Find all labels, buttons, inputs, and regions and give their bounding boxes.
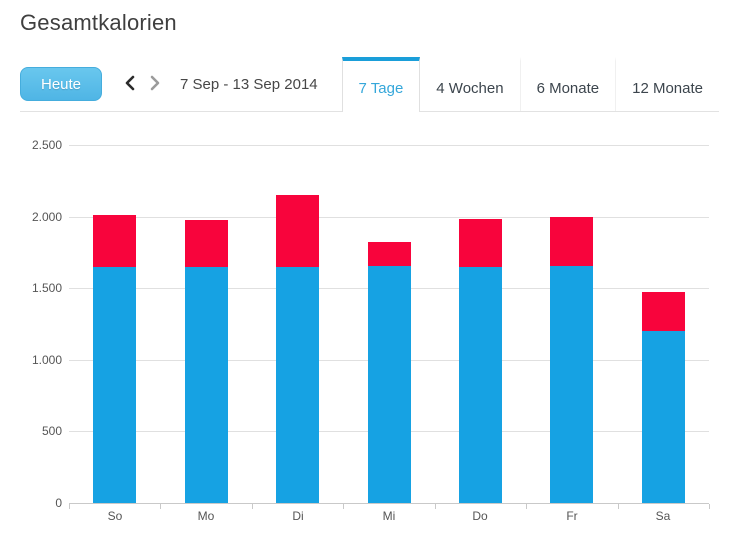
bar-group-sa[interactable]: [642, 292, 685, 503]
toolbar: Heute 7 Sep - 13 Sep 2014 7 Tage 4 Woche…: [20, 57, 719, 112]
gridline-2.000: [69, 216, 709, 218]
bar-segment-red[interactable]: [642, 292, 685, 331]
bar-segment-blue[interactable]: [459, 267, 502, 503]
bar-segment-blue[interactable]: [93, 267, 136, 503]
next-period-button[interactable]: [142, 69, 168, 99]
bar-segment-red[interactable]: [550, 217, 593, 266]
bar-segment-red[interactable]: [93, 215, 136, 267]
bar-segment-blue[interactable]: [550, 266, 593, 503]
bar-segment-red[interactable]: [459, 219, 502, 267]
chevron-right-icon: [150, 75, 161, 94]
bar-group-so[interactable]: [93, 215, 136, 503]
period-tabs: 7 Tage 4 Wochen 6 Monate 12 Monate: [341, 57, 719, 112]
x-axis-label: So: [107, 509, 123, 523]
chevron-left-icon: [124, 75, 135, 94]
date-navigation: Heute 7 Sep - 13 Sep 2014: [20, 57, 318, 111]
bar-segment-blue[interactable]: [185, 267, 228, 503]
bar-segment-red[interactable]: [185, 220, 228, 267]
y-axis-label: 500: [41, 424, 62, 439]
bar-group-do[interactable]: [459, 219, 502, 503]
x-axis-label: Sa: [655, 509, 671, 523]
x-axis-tick: [160, 504, 161, 509]
x-axis-label: Di: [292, 509, 304, 523]
y-axis-label: 2.500: [31, 138, 62, 152]
x-axis-label: Fr: [566, 509, 578, 523]
x-axis-tick: [343, 504, 344, 509]
x-axis-tick: [435, 504, 436, 509]
plot-area: So Mo Di Mi Do Fr Sa: [69, 145, 710, 523]
y-axis-label: 1.500: [31, 281, 62, 296]
x-axis-label: Do: [472, 509, 488, 523]
tab-4-wochen[interactable]: 4 Wochen: [420, 57, 521, 111]
tab-12-monate[interactable]: 12 Monate: [632, 79, 703, 97]
today-button[interactable]: Heute: [20, 67, 103, 101]
y-axis-label: 2.000: [31, 209, 62, 224]
x-axis-tick: [709, 504, 710, 509]
bar-group-fr[interactable]: [550, 217, 593, 503]
date-range-label: 7 Sep - 13 Sep 2014: [180, 75, 318, 93]
x-axis-tick: [252, 504, 253, 509]
bar-segment-red[interactable]: [276, 195, 319, 267]
x-axis-tick: [526, 504, 527, 509]
x-axis-label: Mo: [197, 509, 215, 523]
bar-segment-blue[interactable]: [642, 331, 685, 503]
bar-group-mi[interactable]: [368, 242, 411, 503]
bar-segment-blue[interactable]: [276, 267, 319, 503]
x-axis-tick: [69, 504, 70, 509]
y-axis-label: 0: [55, 496, 62, 510]
tab-7-tage[interactable]: 7 Tage: [341, 57, 421, 112]
bar-group-mo[interactable]: [185, 220, 228, 503]
x-axis-baseline: [69, 503, 709, 504]
y-axis-label: 1.000: [31, 352, 62, 367]
bar-segment-blue[interactable]: [368, 266, 411, 503]
x-axis-tick: [618, 504, 619, 509]
calorie-chart: So Mo Di Mi Do Fr Sa 0 500 1.000 1.500 2.000 2.500: [0, 112, 753, 537]
bar-group-di[interactable]: [276, 195, 319, 503]
x-axis-label: Mi: [382, 509, 396, 523]
bar-segment-red[interactable]: [368, 242, 411, 266]
gridline-2.500: [69, 145, 709, 146]
tab-6-monate[interactable]: 6 Monate: [521, 57, 617, 111]
page-title: Gesamtkalorien: [20, 10, 177, 35]
prev-period-button[interactable]: [116, 69, 142, 99]
